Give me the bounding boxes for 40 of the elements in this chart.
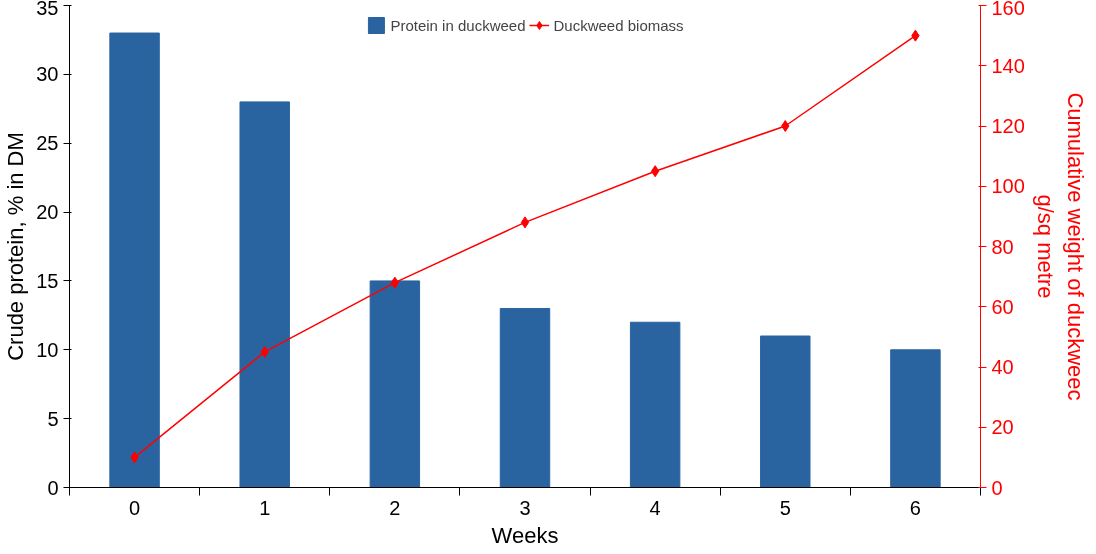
y2-tick-label: 40	[991, 356, 1014, 378]
y2-tick-label: 80	[991, 235, 1014, 258]
point	[781, 120, 790, 132]
bar	[890, 349, 941, 488]
y2-tick-label: 160	[991, 0, 1025, 19]
bar	[109, 32, 160, 488]
x-tick-label: 2	[389, 496, 401, 519]
bar	[369, 280, 421, 488]
bar	[629, 321, 681, 488]
y2-tick-label: 0	[991, 476, 1003, 499]
y-axis-title: Crude protein, % in DM	[3, 132, 29, 361]
bar	[499, 307, 551, 488]
y-tick-label: 35	[36, 0, 59, 19]
bar	[239, 101, 290, 488]
y2-tick-label: 100	[991, 175, 1025, 198]
x-tick-label: 3	[519, 496, 531, 519]
y2-tick-label: 60	[991, 295, 1014, 318]
y2-axis-title: Cumulative weight of duckweec g/sq metre	[1032, 92, 1088, 401]
x-tick-label: 5	[779, 496, 791, 519]
y-tick-label: 0	[47, 476, 59, 499]
y-tick-label: 5	[47, 407, 59, 430]
y-tick-label: 25	[36, 132, 59, 155]
legend-label: Protein in duckweed	[390, 16, 526, 34]
y-tick-label: 15	[36, 269, 59, 292]
x-tick-label: 4	[649, 496, 661, 519]
x-tick-label: 0	[129, 496, 141, 519]
x-tick-label: 6	[909, 496, 921, 519]
point	[390, 276, 400, 289]
y2-tick-label: 120	[991, 115, 1025, 137]
bar	[760, 335, 811, 488]
y-tick-label: 30	[36, 63, 59, 86]
legend-label: Duckweed biomass	[553, 16, 684, 34]
y-tick-label: 10	[36, 338, 59, 361]
y2-tick-label: 140	[991, 54, 1025, 77]
x-tick-label: 1	[259, 496, 271, 519]
point	[520, 216, 530, 229]
x-axis-title: Weeks	[491, 522, 559, 548]
y2-tick-label: 20	[991, 416, 1014, 439]
y-tick-label: 20	[36, 201, 59, 224]
point	[650, 165, 660, 178]
